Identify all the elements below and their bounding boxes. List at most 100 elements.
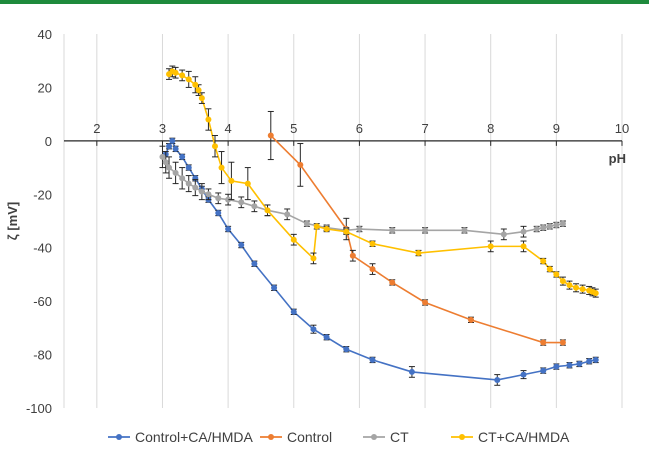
data-point — [185, 180, 192, 187]
data-point — [592, 356, 599, 363]
data-point — [198, 95, 205, 102]
data-point — [389, 279, 396, 286]
data-point — [553, 222, 560, 229]
data-point — [238, 242, 245, 249]
data-point — [228, 177, 235, 184]
series-group — [159, 65, 599, 386]
legend-item-1: Control — [260, 429, 332, 445]
data-point — [546, 223, 553, 230]
data-point — [566, 282, 573, 289]
y-tick-label: 40 — [38, 27, 52, 42]
data-point — [211, 143, 218, 150]
series-1 — [267, 110, 566, 346]
data-point — [389, 227, 396, 234]
legend-label: Control — [287, 429, 332, 445]
y-tick-label: -20 — [33, 187, 52, 202]
data-point — [586, 358, 593, 365]
data-point — [267, 132, 274, 139]
data-point — [520, 371, 527, 378]
data-point — [205, 116, 212, 123]
data-point — [179, 175, 186, 182]
data-point — [533, 226, 540, 233]
data-point — [573, 284, 580, 291]
data-point — [244, 180, 251, 187]
data-point — [415, 250, 422, 257]
data-point — [172, 169, 179, 176]
data-point — [500, 231, 507, 238]
data-point — [369, 240, 376, 247]
data-point — [185, 76, 192, 83]
data-point — [553, 363, 560, 370]
data-point — [195, 87, 202, 94]
legend-swatch-marker — [268, 434, 274, 440]
x-tick-label: 10 — [615, 121, 629, 136]
data-point — [369, 266, 376, 273]
legend-swatch-marker — [371, 434, 377, 440]
data-point — [520, 228, 527, 235]
y-tick-label: -80 — [33, 348, 52, 363]
data-point — [251, 203, 258, 210]
data-point — [540, 367, 547, 374]
data-point — [422, 299, 429, 306]
data-point — [540, 258, 547, 265]
series-line — [270, 134, 563, 344]
x-tick-label: 9 — [553, 121, 560, 136]
series-3 — [166, 65, 599, 298]
data-point — [169, 137, 176, 144]
data-point — [576, 360, 583, 367]
data-point — [343, 346, 350, 353]
axes — [63, 34, 623, 408]
data-point — [468, 316, 475, 323]
data-point — [218, 164, 225, 171]
data-point — [238, 199, 245, 206]
gridlines — [96, 34, 623, 408]
x-tick-label: 3 — [159, 121, 166, 136]
data-point — [297, 161, 304, 168]
tick-labels: 2 3 4 5 6 7 8 9 10 40 20 0 -20 -40 -60 -80 -100 — [26, 27, 629, 416]
x-tick-label: 7 — [421, 121, 428, 136]
data-point — [162, 159, 169, 166]
data-point — [343, 228, 350, 235]
y-tick-label: -100 — [26, 401, 52, 416]
data-point — [215, 195, 222, 202]
data-point — [192, 81, 199, 88]
data-point — [179, 153, 186, 160]
data-point — [546, 266, 553, 273]
x-tick-label: 5 — [290, 121, 297, 136]
y-tick-label: 20 — [38, 80, 52, 95]
x-tick-label: 8 — [487, 121, 494, 136]
data-point — [166, 164, 173, 171]
y-axis-title: ζ [mV] — [5, 202, 20, 241]
y-tick-label: -40 — [33, 241, 52, 256]
data-point — [579, 286, 586, 293]
data-point — [349, 252, 356, 259]
data-point — [461, 227, 468, 234]
data-point — [559, 339, 566, 346]
top-rule — [0, 0, 649, 4]
data-point — [290, 236, 297, 243]
data-point — [303, 220, 310, 227]
data-point — [284, 211, 291, 218]
data-point — [553, 271, 560, 278]
data-point — [172, 69, 179, 76]
series-2 — [159, 145, 566, 241]
data-point — [205, 191, 212, 198]
legend-label: CT+CA/HMDA — [478, 429, 570, 445]
legend-swatch-marker — [116, 434, 122, 440]
data-point — [166, 143, 173, 150]
data-point — [592, 290, 599, 297]
data-point — [172, 145, 179, 152]
data-point — [251, 260, 258, 267]
legend-item-0: Control+CA/HMDA — [108, 429, 254, 445]
legend: Control+CA/HMDA Control CT CT+CA/HMDA — [108, 429, 570, 445]
data-point — [198, 188, 205, 195]
x-tick-label: 6 — [356, 121, 363, 136]
series-line — [165, 139, 596, 381]
y-tick-label: -60 — [33, 294, 52, 309]
data-point — [559, 278, 566, 285]
data-point — [179, 72, 186, 79]
data-point — [356, 226, 363, 233]
series-0 — [162, 137, 599, 386]
legend-item-3: CT+CA/HMDA — [451, 429, 570, 445]
